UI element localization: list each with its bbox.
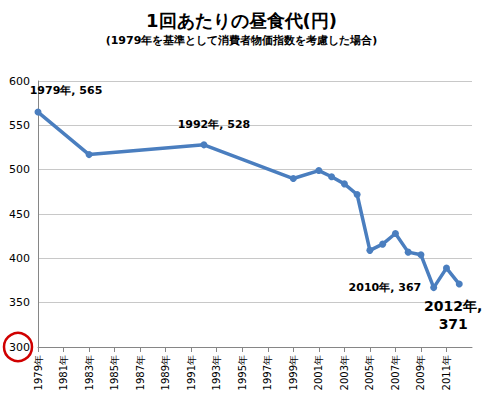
svg-text:1979年, 565: 1979年, 565 <box>30 84 103 97</box>
svg-text:2009年: 2009年 <box>415 355 426 390</box>
svg-text:2005年: 2005年 <box>364 355 375 390</box>
svg-text:2011年: 2011年 <box>441 355 452 390</box>
svg-text:1985年: 1985年 <box>109 355 120 390</box>
svg-text:371: 371 <box>439 316 468 332</box>
svg-text:2003年: 2003年 <box>339 355 350 390</box>
svg-text:1993年: 1993年 <box>211 355 222 390</box>
svg-text:550: 550 <box>9 119 30 132</box>
svg-text:1983年: 1983年 <box>84 355 95 390</box>
svg-text:1回あたりの昼食代(円): 1回あたりの昼食代(円) <box>146 10 337 31</box>
svg-text:1989年: 1989年 <box>160 355 171 390</box>
svg-text:400: 400 <box>9 252 30 265</box>
svg-text:2012年,: 2012年, <box>424 298 482 314</box>
svg-text:1992年, 528: 1992年, 528 <box>178 118 251 131</box>
svg-text:600: 600 <box>9 75 30 88</box>
svg-text:2010年, 367: 2010年, 367 <box>349 281 422 294</box>
svg-text:300: 300 <box>9 341 30 354</box>
svg-text:1999年: 1999年 <box>288 355 299 390</box>
svg-text:1995年: 1995年 <box>237 355 248 390</box>
svg-text:2007年: 2007年 <box>390 355 401 390</box>
svg-text:450: 450 <box>9 208 30 221</box>
svg-text:1979年: 1979年 <box>33 355 44 390</box>
svg-text:1981年: 1981年 <box>58 355 69 390</box>
svg-text:2001年: 2001年 <box>313 355 324 390</box>
svg-text:500: 500 <box>9 163 30 176</box>
svg-text:1997年: 1997年 <box>262 355 273 390</box>
svg-text:1991年: 1991年 <box>186 355 197 390</box>
svg-text:350: 350 <box>9 296 30 309</box>
svg-text:1987年: 1987年 <box>135 355 146 390</box>
svg-text:(1979年を基準として消費者物価指数を考慮した場合): (1979年を基準として消費者物価指数を考慮した場合) <box>106 34 378 47</box>
